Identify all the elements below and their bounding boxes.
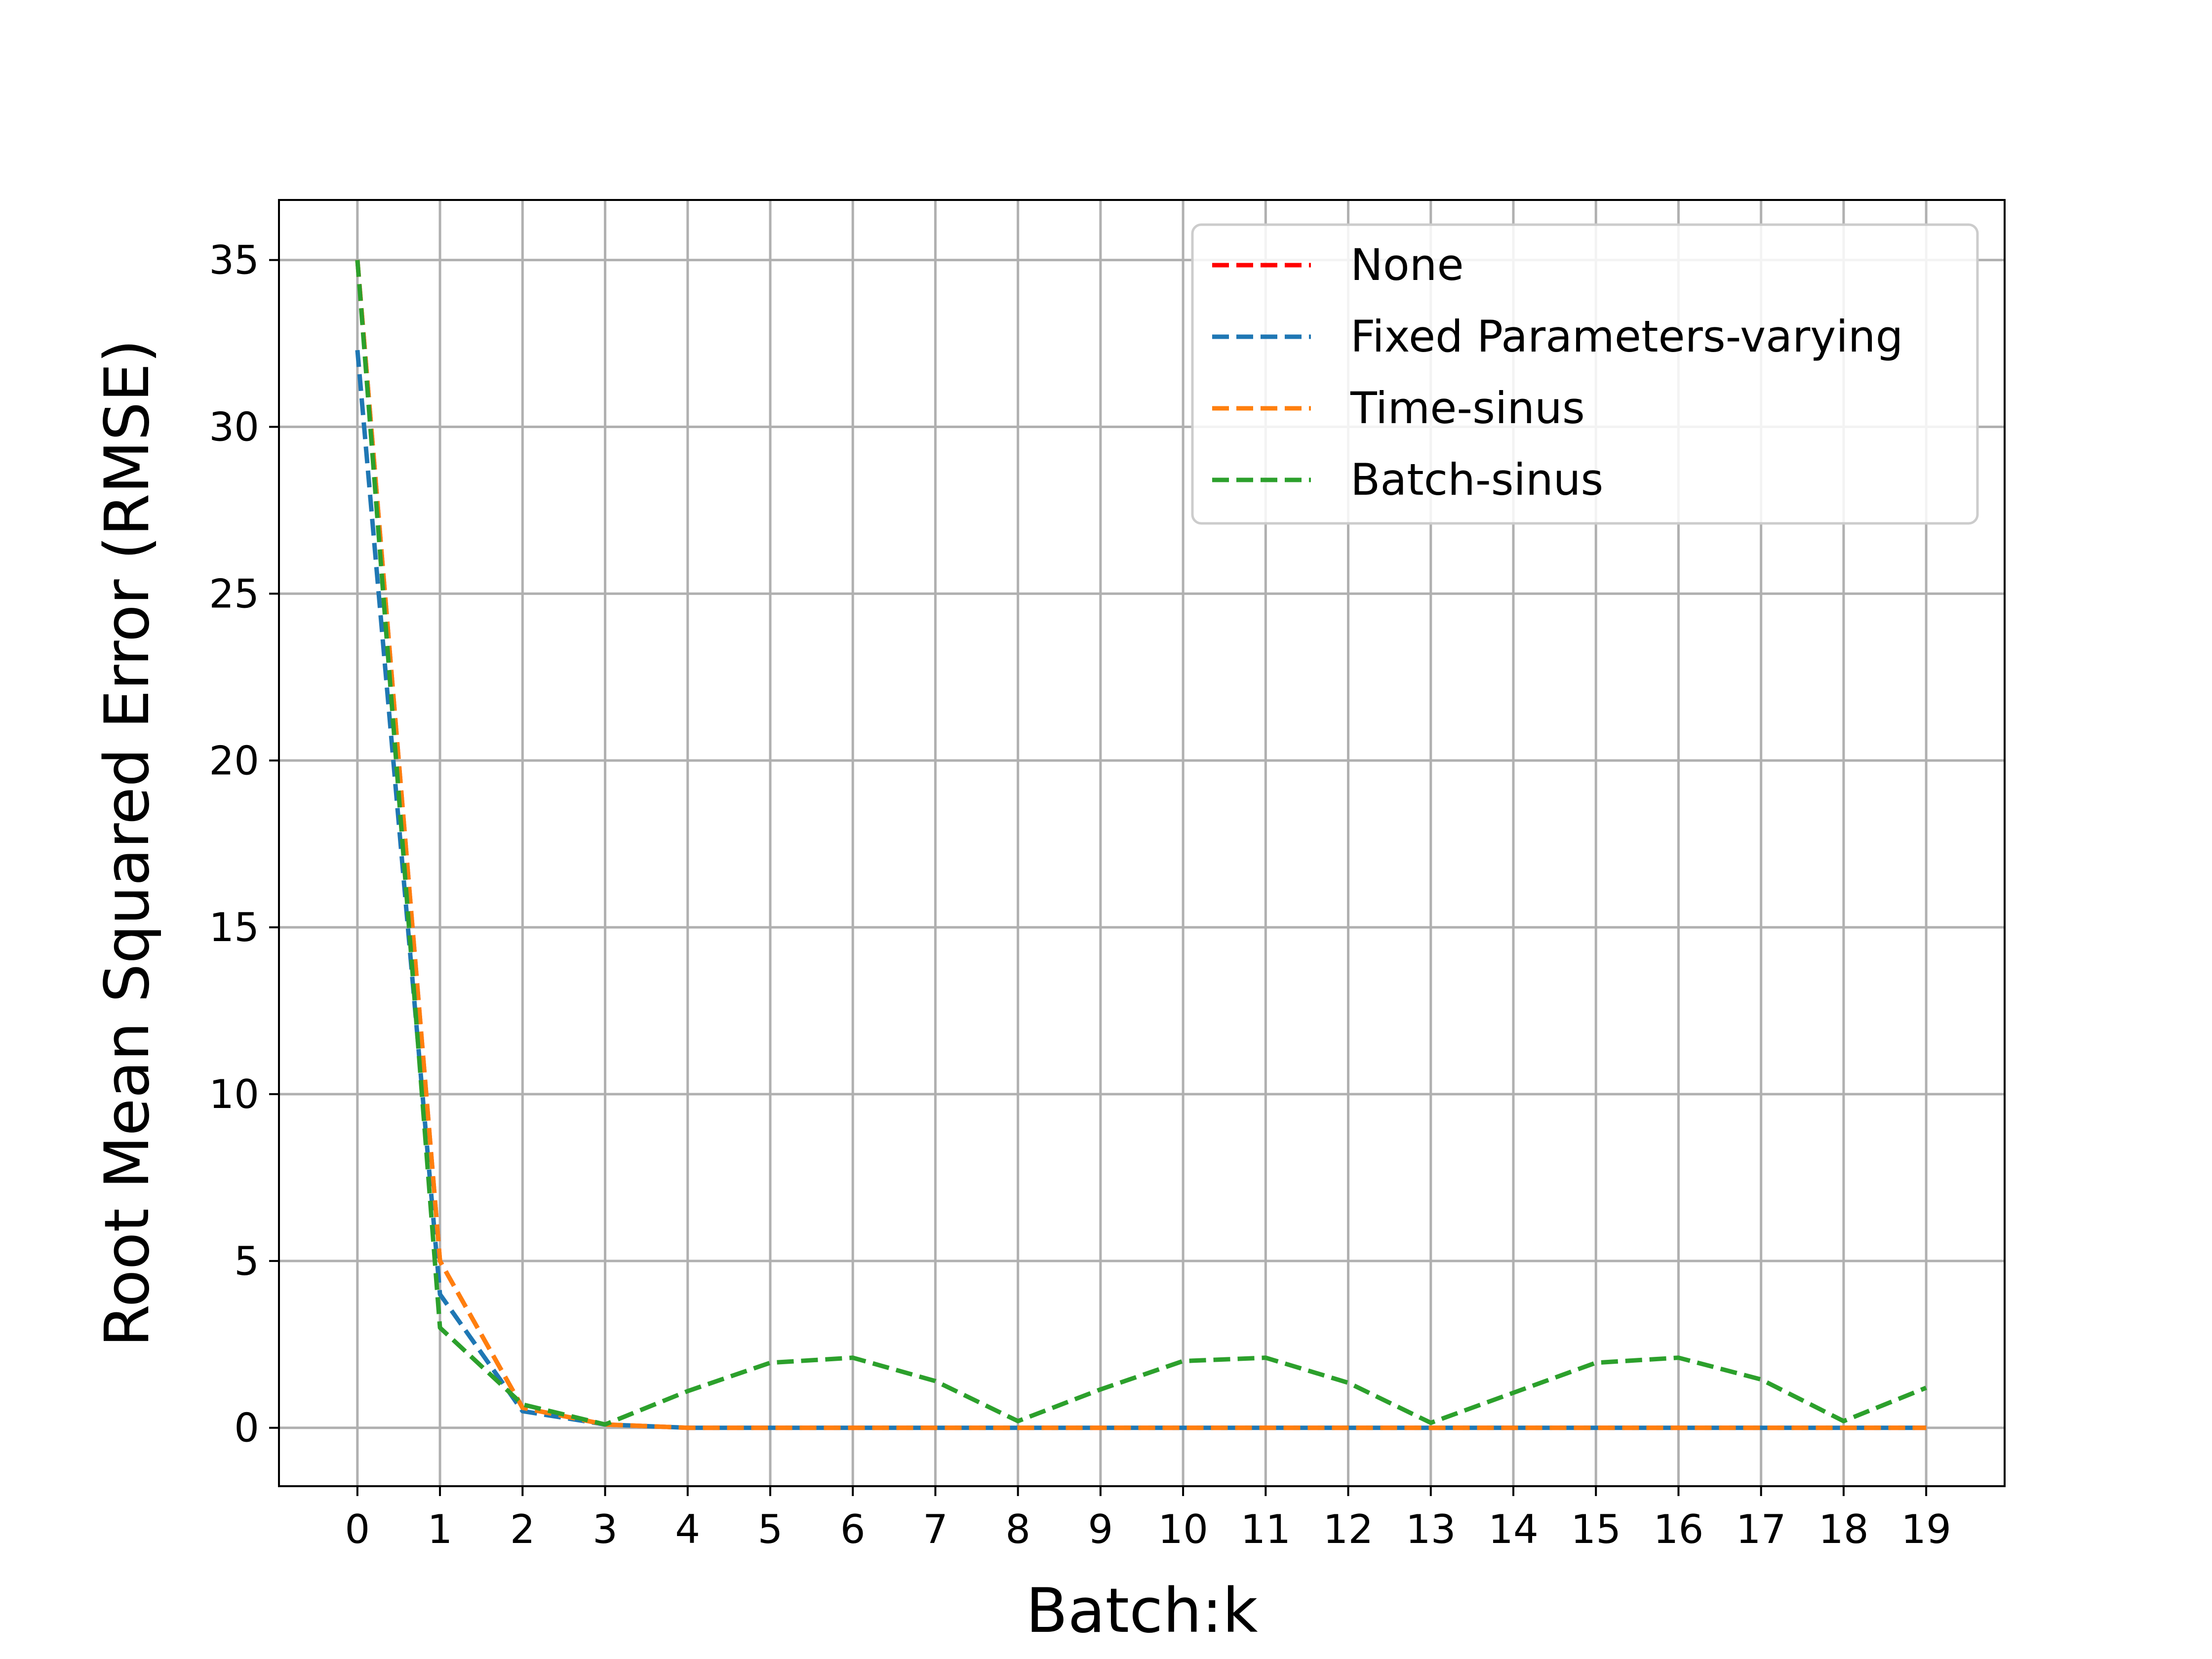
y-tick-label: 5 bbox=[234, 1238, 259, 1284]
x-tick-label: 10 bbox=[1158, 1506, 1208, 1552]
y-tick-label: 35 bbox=[209, 237, 259, 283]
x-tick-label: 6 bbox=[840, 1506, 866, 1552]
legend-label: Batch-sinus bbox=[1350, 454, 1603, 505]
y-tick-label: 30 bbox=[209, 404, 259, 450]
y-tick-label: 25 bbox=[209, 571, 259, 617]
x-tick-label: 4 bbox=[675, 1506, 700, 1552]
legend-label: Time-sinus bbox=[1350, 383, 1585, 434]
x-axis-label: Batch:k bbox=[1026, 1576, 1258, 1647]
legend: None Fixed Parameters-varying Time-sinus Ba… bbox=[1191, 223, 1979, 525]
y-tick-label: 20 bbox=[209, 738, 259, 784]
series-line-time-sinus bbox=[355, 260, 1927, 1430]
x-tick-label: 8 bbox=[1005, 1506, 1030, 1552]
legend-label: Fixed Parameters-varying bbox=[1350, 311, 1903, 362]
grid-lines bbox=[279, 200, 2005, 1486]
y-tick-label: 0 bbox=[234, 1405, 259, 1451]
x-tick-label: 2 bbox=[510, 1506, 535, 1552]
y-tick-label: 15 bbox=[209, 905, 259, 950]
series-line-batch-sinus bbox=[355, 260, 1927, 1427]
x-tick-label: 14 bbox=[1488, 1506, 1539, 1552]
x-tick-label: 0 bbox=[345, 1506, 370, 1552]
plot-area-frame bbox=[278, 199, 2006, 1487]
x-tick-label: 9 bbox=[1088, 1506, 1113, 1552]
x-tick-label: 18 bbox=[1818, 1506, 1869, 1552]
y-axis-label: Root Mean Squared Error (RMSE) bbox=[92, 339, 163, 1347]
x-tick-label: 3 bbox=[592, 1506, 618, 1552]
x-tick-label: 19 bbox=[1901, 1506, 1951, 1552]
series-lines bbox=[355, 260, 1927, 1430]
x-tick-label: 17 bbox=[1736, 1506, 1786, 1552]
y-tick-label: 10 bbox=[209, 1071, 259, 1117]
axis-ticks: 0 1 2 3 4 5 6 7 8 9 10 11 12 13 14 15 16 17 18 190510152025… bbox=[209, 237, 1951, 1552]
x-tick-label: 5 bbox=[758, 1506, 783, 1552]
legend-box bbox=[1191, 223, 1979, 525]
legend-label: None bbox=[1350, 239, 1464, 290]
x-tick-label: 7 bbox=[923, 1506, 948, 1552]
x-tick-label: 12 bbox=[1323, 1506, 1374, 1552]
x-tick-label: 11 bbox=[1240, 1506, 1291, 1552]
x-tick-label: 16 bbox=[1654, 1506, 1704, 1552]
x-tick-label: 13 bbox=[1406, 1506, 1456, 1552]
x-tick-label: 1 bbox=[428, 1506, 453, 1552]
x-tick-label: 15 bbox=[1571, 1506, 1621, 1552]
